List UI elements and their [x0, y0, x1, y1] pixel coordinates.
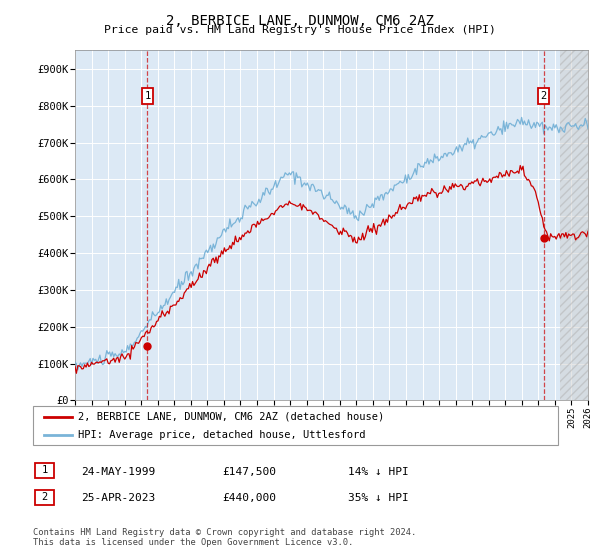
Text: 35% ↓ HPI: 35% ↓ HPI	[348, 493, 409, 503]
Text: £147,500: £147,500	[222, 466, 276, 477]
Text: 2, BERBICE LANE, DUNMOW, CM6 2AZ (detached house): 2, BERBICE LANE, DUNMOW, CM6 2AZ (detach…	[77, 412, 384, 422]
Text: Contains HM Land Registry data © Crown copyright and database right 2024.
This d: Contains HM Land Registry data © Crown c…	[33, 528, 416, 547]
FancyBboxPatch shape	[35, 463, 54, 478]
Text: 1: 1	[145, 91, 151, 101]
Text: Price paid vs. HM Land Registry's House Price Index (HPI): Price paid vs. HM Land Registry's House …	[104, 25, 496, 35]
Text: 2: 2	[541, 91, 547, 101]
Text: 25-APR-2023: 25-APR-2023	[81, 493, 155, 503]
Text: 2: 2	[41, 492, 47, 502]
FancyBboxPatch shape	[35, 490, 54, 505]
Bar	[560, 50, 588, 400]
Text: £440,000: £440,000	[222, 493, 276, 503]
Text: HPI: Average price, detached house, Uttlesford: HPI: Average price, detached house, Uttl…	[77, 431, 365, 440]
Text: 24-MAY-1999: 24-MAY-1999	[81, 466, 155, 477]
Text: 1: 1	[41, 465, 47, 475]
Text: 2, BERBICE LANE, DUNMOW, CM6 2AZ: 2, BERBICE LANE, DUNMOW, CM6 2AZ	[166, 14, 434, 28]
Text: 14% ↓ HPI: 14% ↓ HPI	[348, 466, 409, 477]
